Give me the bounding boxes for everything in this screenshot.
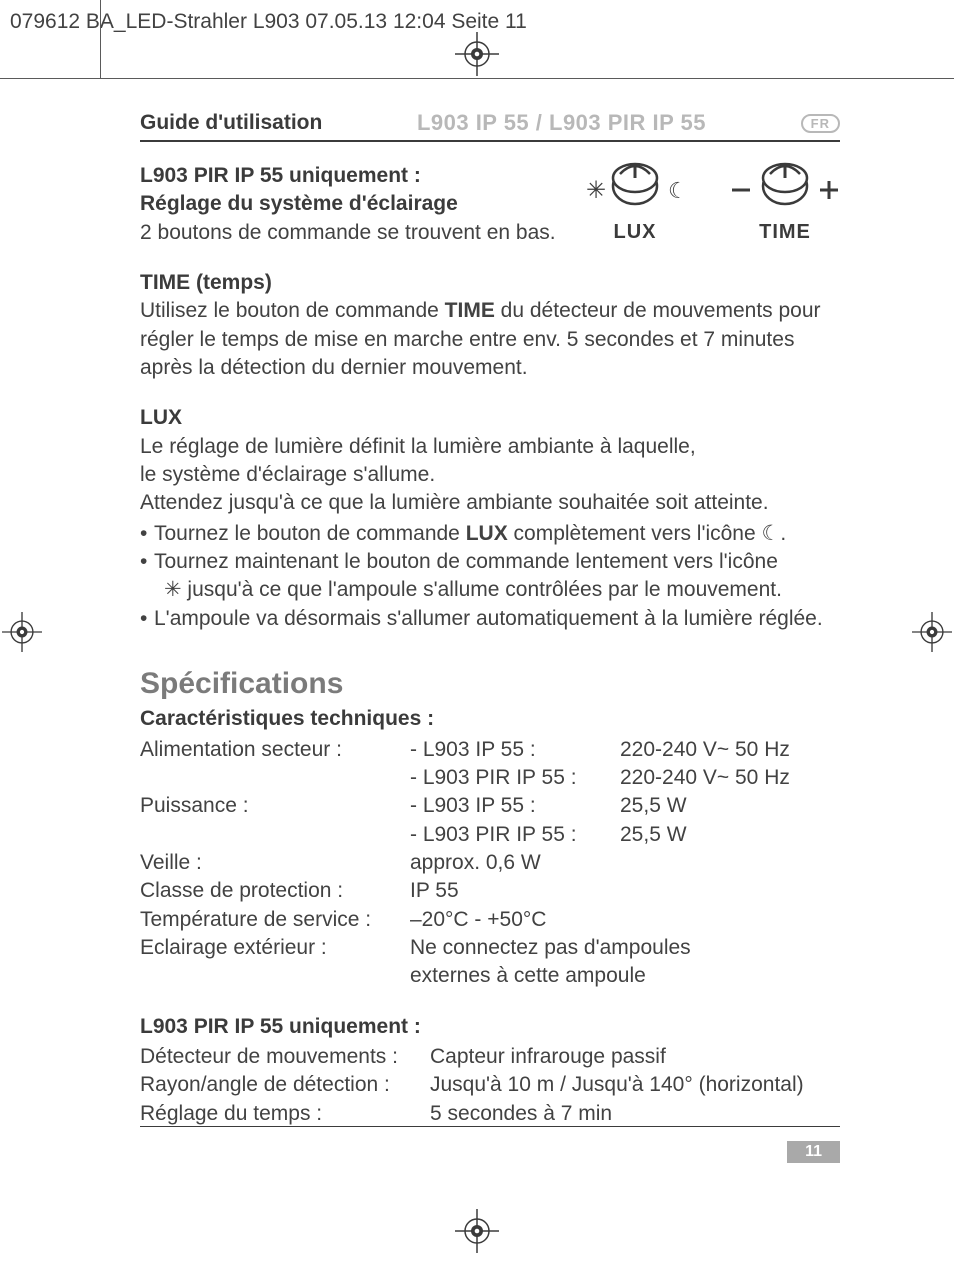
lux-b3: L'ampoule va désormais s'allumer automat… bbox=[154, 605, 840, 633]
spec-power-m1: - L903 IP 55 : bbox=[410, 792, 620, 820]
time-keyword: TIME bbox=[445, 299, 495, 322]
pir-det-v: Capteur infrarouge passif bbox=[430, 1043, 666, 1071]
time-text-1: Utilisez le bouton de commande bbox=[140, 299, 445, 322]
spec-ext-label: Eclairage extérieur : bbox=[140, 934, 410, 962]
lux-knob-icon: ✳ ☾ bbox=[580, 156, 690, 212]
model-title: L903 IP 55 / L903 PIR IP 55 bbox=[417, 110, 706, 136]
header-divider bbox=[140, 140, 840, 142]
lux-b1-kw: LUX bbox=[466, 522, 508, 545]
lux-b1-b: complètement vers l'icône ☾. bbox=[508, 522, 786, 545]
registration-mark-icon bbox=[2, 612, 42, 652]
spec-mains-m1: - L903 IP 55 : bbox=[410, 736, 620, 764]
registration-mark-icon bbox=[912, 612, 952, 652]
lux-bullet-2: • Tournez maintenant le bouton de comman… bbox=[140, 548, 840, 605]
lux-bullet-1: • Tournez le bouton de commande LUX comp… bbox=[140, 520, 840, 548]
lux-b2-b: ✳ jusqu'à ce que l'ampoule s'allume cont… bbox=[164, 576, 840, 604]
registration-mark-icon bbox=[455, 1209, 499, 1253]
lighting-system-heading: Réglage du système d'éclairage bbox=[140, 190, 580, 218]
lux-line-1: Le réglage de lumière définit la lumière… bbox=[140, 433, 840, 461]
tech-characteristics-heading: Caractéristiques techniques : bbox=[140, 705, 840, 733]
pir-intro-line: 2 boutons de commande se trouvent en bas… bbox=[140, 219, 580, 247]
spec-mains-m2: - L903 PIR IP 55 : bbox=[410, 764, 620, 792]
lux-line-2: le système d'éclairage s'allume. bbox=[140, 461, 840, 489]
spec-power-m2: - L903 PIR IP 55 : bbox=[410, 821, 620, 849]
lux-knob-label: LUX bbox=[580, 221, 690, 244]
knob-diagram: ✳ ☾ LUX bbox=[580, 156, 840, 244]
spec-mains-v1: 220-240 V~ 50 Hz bbox=[620, 736, 840, 764]
spec-power-v1: 25,5 W bbox=[620, 792, 840, 820]
pir-time-v: 5 secondes à 7 min bbox=[430, 1100, 612, 1128]
spec-class-v: IP 55 bbox=[410, 877, 620, 905]
lux-heading: LUX bbox=[140, 404, 840, 432]
spec-mains-v2: 220-240 V~ 50 Hz bbox=[620, 764, 840, 792]
spec-temp-v: –20°C - +50°C bbox=[410, 906, 620, 934]
spec-table: Alimentation secteur :- L903 IP 55 :220-… bbox=[140, 736, 840, 991]
spec-standby-v: approx. 0,6 W bbox=[410, 849, 620, 877]
language-badge: FR bbox=[801, 114, 840, 133]
spec-temp-label: Température de service : bbox=[140, 906, 410, 934]
spec-ext-v2: externes à cette ampoule bbox=[410, 962, 646, 990]
pir-spec-heading: L903 PIR IP 55 uniquement : bbox=[140, 1013, 840, 1041]
lux-bullet-3: • L'ampoule va désormais s'allumer autom… bbox=[140, 605, 840, 633]
pir-det-label: Détecteur de mouvements : bbox=[140, 1043, 430, 1071]
page-number-badge: 11 bbox=[787, 1141, 840, 1163]
spec-standby-label: Veille : bbox=[140, 849, 410, 877]
specifications-heading: Spécifications bbox=[140, 667, 840, 701]
spec-ext-v1: Ne connectez pas d'ampoules bbox=[410, 934, 691, 962]
time-knob-label: TIME bbox=[730, 221, 840, 244]
svg-text:☾: ☾ bbox=[668, 178, 688, 203]
registration-mark-icon bbox=[455, 32, 499, 76]
pir-spec-table: Détecteur de mouvements :Capteur infraro… bbox=[140, 1043, 840, 1128]
pir-only-heading: L903 PIR IP 55 uniquement : bbox=[140, 162, 580, 190]
svg-text:✳: ✳ bbox=[586, 177, 606, 204]
spec-class-label: Classe de protection : bbox=[140, 877, 410, 905]
time-paragraph: Utilisez le bouton de commande TIME du d… bbox=[140, 297, 840, 382]
lux-b1-a: Tournez le bouton de commande bbox=[154, 522, 466, 545]
pir-range-v: Jusqu'à 10 m / Jusqu'à 140° (horizontal) bbox=[430, 1071, 804, 1099]
lux-b2-a: Tournez maintenant le bouton de commande… bbox=[154, 548, 840, 576]
guide-title: Guide d'utilisation bbox=[140, 111, 322, 135]
time-knob-icon bbox=[730, 156, 840, 212]
time-heading: TIME (temps) bbox=[140, 269, 840, 297]
pir-range-label: Rayon/angle de détection : bbox=[140, 1071, 430, 1099]
lux-line-3: Attendez jusqu'à ce que la lumière ambia… bbox=[140, 489, 840, 517]
crop-mark-horizontal bbox=[0, 78, 954, 79]
spec-power-v2: 25,5 W bbox=[620, 821, 840, 849]
spec-mains-label: Alimentation secteur : bbox=[140, 736, 410, 764]
footer-divider bbox=[140, 1126, 840, 1127]
print-header: 079612 BA_LED-Strahler L903 07.05.13 12:… bbox=[10, 8, 527, 36]
crop-mark-vertical bbox=[100, 0, 101, 78]
spec-power-label: Puissance : bbox=[140, 792, 410, 820]
pir-time-label: Réglage du temps : bbox=[140, 1100, 430, 1128]
